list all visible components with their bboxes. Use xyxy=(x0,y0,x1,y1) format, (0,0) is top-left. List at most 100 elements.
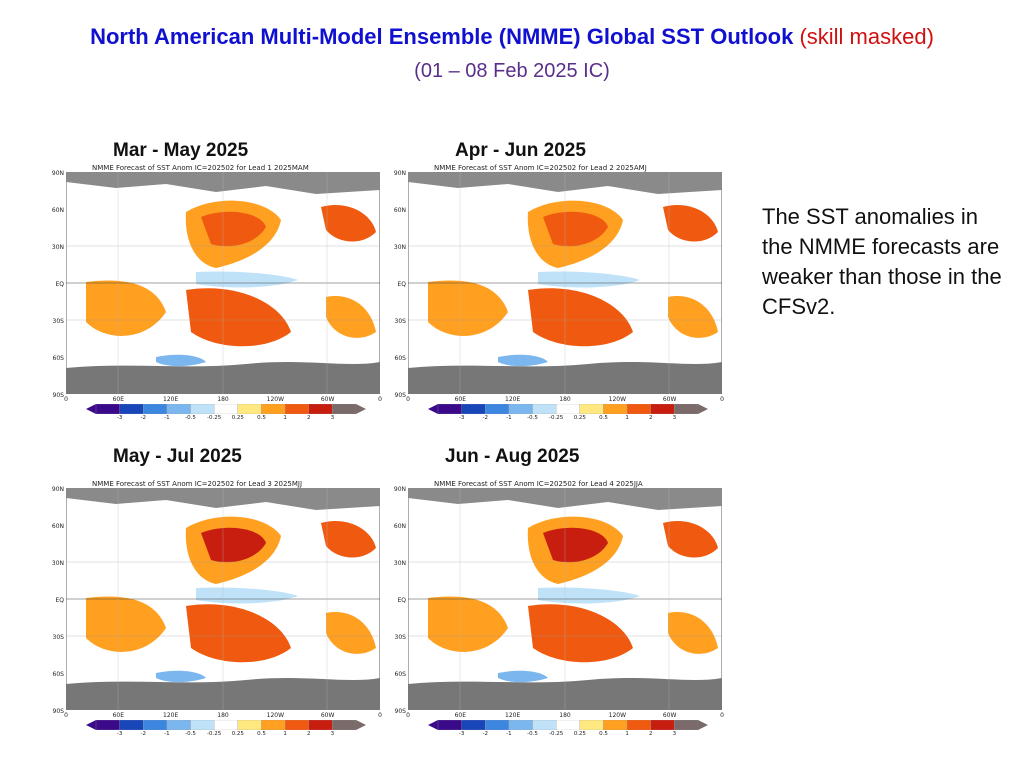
lat-label: 30S xyxy=(394,318,406,325)
color-bar-label: 0.5 xyxy=(257,415,266,421)
color-bar-swatch xyxy=(532,720,557,730)
color-bar-swatch xyxy=(674,404,699,414)
color-bar xyxy=(86,720,366,730)
lon-label: 120W xyxy=(608,396,627,403)
color-bar-swatch xyxy=(308,720,333,730)
lat-label: 90S xyxy=(394,708,406,715)
color-bar-label: 3 xyxy=(672,731,677,737)
color-bar-label: 1 xyxy=(283,731,287,737)
lon-label: 0 xyxy=(720,712,724,719)
color-bar-swatch xyxy=(579,404,604,414)
color-bar-label: -3 xyxy=(116,415,123,421)
color-bar-swatch xyxy=(166,720,191,730)
north-pacific-hot xyxy=(543,527,608,563)
color-bar-swatch xyxy=(119,720,144,730)
lon-label: 120E xyxy=(163,712,179,719)
south-america xyxy=(636,277,666,357)
lon-label: 60W xyxy=(320,396,335,403)
forecast-panel-4: NMME Forecast of SST Anom IC=202502 for … xyxy=(390,480,730,742)
color-bar-label: 3 xyxy=(330,415,335,421)
north-pacific-hot xyxy=(201,211,266,247)
asia xyxy=(448,508,528,578)
lat-label: 30N xyxy=(393,244,406,251)
lat-label: 90N xyxy=(393,486,406,493)
south-america xyxy=(636,593,666,673)
north-america xyxy=(256,508,328,588)
lon-label: 0 xyxy=(378,712,382,719)
color-bar-label: 2 xyxy=(648,731,653,737)
color-bar-swatch xyxy=(626,404,651,414)
color-bar-swatch xyxy=(332,404,357,414)
color-bar-arrow-high xyxy=(698,404,708,414)
color-bar-label: -1 xyxy=(164,415,170,421)
page-title: North American Multi-Model Ensemble (NMM… xyxy=(0,24,1024,50)
color-bar-label: -3 xyxy=(458,415,465,421)
sst-anomaly-map xyxy=(66,172,380,394)
color-bar xyxy=(428,720,708,730)
color-bar-swatch xyxy=(437,404,462,414)
color-bar-arrow-low xyxy=(86,404,96,414)
map-title: NMME Forecast of SST Anom IC=202502 for … xyxy=(434,164,647,172)
lon-label: 0 xyxy=(406,712,410,719)
color-bar-label: -0.5 xyxy=(527,731,538,737)
equatorial-pacific-cool xyxy=(196,271,298,288)
color-bar-label: -1 xyxy=(164,731,170,737)
color-bar-label: -2 xyxy=(140,415,146,421)
title-main: North American Multi-Model Ensemble (NMM… xyxy=(90,24,794,49)
map-title: NMME Forecast of SST Anom IC=202502 for … xyxy=(434,480,643,488)
color-bar-label: -2 xyxy=(482,415,488,421)
color-bar-swatch xyxy=(332,720,357,730)
lon-label: 180 xyxy=(217,712,229,719)
indian-ocean-warm xyxy=(428,280,508,336)
lat-label: 60N xyxy=(51,523,64,530)
color-bar-label: 0.5 xyxy=(257,731,266,737)
color-bar-swatch xyxy=(461,404,486,414)
color-bar-swatch xyxy=(214,404,238,414)
indian-ocean-warm xyxy=(86,596,166,652)
color-bar-label: 2 xyxy=(306,731,311,737)
lon-label: 120W xyxy=(266,396,285,403)
equatorial-pacific-cool xyxy=(196,587,298,604)
lat-label: 90S xyxy=(52,392,64,399)
lon-label: 60E xyxy=(112,712,125,719)
color-bar-label: -2 xyxy=(140,731,146,737)
color-bar-swatch xyxy=(261,720,286,730)
title-skill-masked: (skill masked) xyxy=(799,24,934,49)
color-bar-swatch xyxy=(308,404,333,414)
lat-label: 90N xyxy=(393,170,406,177)
color-bar-swatch xyxy=(508,720,533,730)
lon-label: 0 xyxy=(64,396,68,403)
lon-label: 180 xyxy=(217,396,229,403)
south-pacific-warm xyxy=(186,288,291,347)
lon-label: 120W xyxy=(608,712,627,719)
color-bar-label: 0.25 xyxy=(573,731,586,737)
color-bar-label: -0.25 xyxy=(207,731,222,737)
lon-label: 0 xyxy=(378,396,382,403)
south-atlantic-warm xyxy=(326,296,376,338)
color-bar-label: 3 xyxy=(672,415,677,421)
color-bar-label: 1 xyxy=(625,415,629,421)
color-bar-swatch xyxy=(603,404,628,414)
color-bar-swatch xyxy=(95,720,120,730)
color-bar-swatch xyxy=(437,720,462,730)
color-bar-swatch xyxy=(650,404,675,414)
season-label-1: Mar - May 2025 xyxy=(113,140,249,161)
lon-label: 0 xyxy=(720,396,724,403)
south-pacific-warm xyxy=(528,288,633,347)
lon-label: 120E xyxy=(505,396,521,403)
north-pacific-hot xyxy=(201,527,266,563)
lat-label: 90S xyxy=(52,708,64,715)
lon-label: 120E xyxy=(163,396,179,403)
color-bar-label: -0.5 xyxy=(527,415,538,421)
color-bar-label: -1 xyxy=(506,415,512,421)
color-bar-swatch xyxy=(261,404,286,414)
color-bar-label: -0.5 xyxy=(185,731,196,737)
lat-label: 60S xyxy=(394,355,406,362)
color-bar-swatch xyxy=(190,404,215,414)
color-bar-swatch xyxy=(556,720,580,730)
lat-label: 30N xyxy=(51,560,64,567)
southern-ocean-cool xyxy=(498,354,548,367)
color-bar-swatch xyxy=(190,720,215,730)
color-bar-swatch xyxy=(532,404,557,414)
color-bar-label: 0.5 xyxy=(599,731,608,737)
